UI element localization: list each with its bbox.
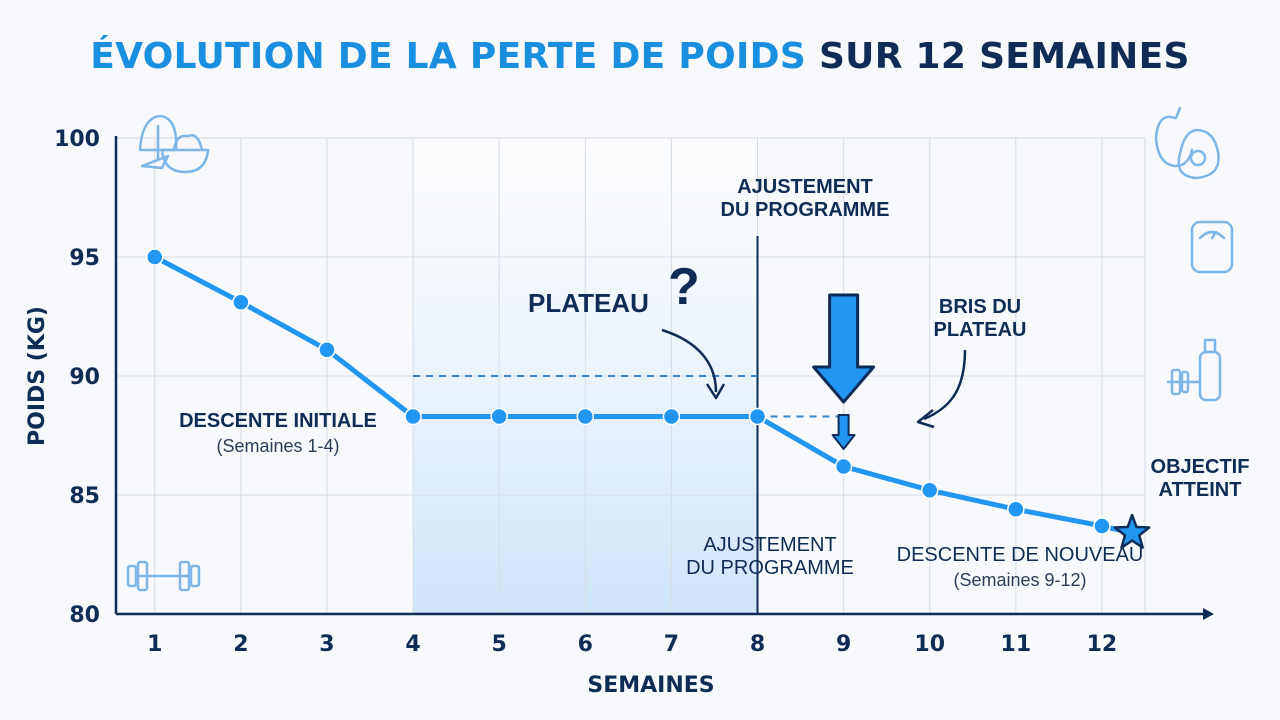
small-down-arrow — [831, 414, 856, 450]
dumbbell-icon — [126, 560, 201, 592]
descent-again-label: DESCENTE DE NOUVEAU — [896, 544, 1144, 566]
annotation-goal: OBJECTIF ATTEINT — [1130, 456, 1270, 502]
y-tick-label-85: 85 — [69, 484, 100, 509]
axes — [114, 136, 1214, 620]
y-axis-label: POIDS (KG) — [25, 306, 50, 446]
plateau-curved-arrow — [661, 328, 718, 393]
annotation-adjust-top: AJUSTEMENT DU PROGRAMME — [690, 176, 920, 222]
break-plateau-line1: BRIS DU — [938, 296, 1022, 318]
x-tick-label-10: 10 — [914, 632, 945, 657]
data-point-week-10 — [920, 481, 939, 499]
adjust-bottom-line1: AJUSTEMENT — [703, 534, 837, 556]
x-tick-label-3: 3 — [319, 632, 334, 657]
decorative-icons — [126, 106, 1234, 592]
goal-line1: OBJECTIF — [1150, 456, 1250, 478]
adjust-bottom-line2: DU PROGRAMME — [686, 557, 854, 579]
data-point-week-12 — [1093, 517, 1111, 535]
x-tick-label-4: 4 — [405, 632, 420, 657]
y-tick-label-95: 95 — [69, 246, 100, 271]
x-tick-label-9: 9 — [836, 632, 851, 657]
annotation-break-plateau: BRIS DU PLATEAU — [900, 296, 1060, 342]
data-point-week-9 — [834, 457, 853, 476]
x-tick-label-11: 11 — [1001, 632, 1032, 657]
scale-icon — [1190, 220, 1234, 274]
plateau-question-mark: ? — [668, 258, 700, 316]
x-tick-label-12: 12 — [1087, 632, 1118, 657]
break-plateau-line2: PLATEAU — [933, 319, 1027, 341]
data-point-week-1 — [145, 248, 164, 266]
data-point-week-7 — [662, 407, 681, 426]
x-tick-label-5: 5 — [492, 632, 507, 657]
dumbbell-bottle-icon — [1166, 338, 1222, 402]
break-arrowhead — [916, 409, 935, 429]
apple-avocado-icon — [1154, 106, 1220, 180]
x-axis-arrowhead — [1203, 608, 1214, 620]
x-tick-label-7: 7 — [664, 632, 679, 657]
chart-title: ÉVOLUTION DE LA PERTE DE POIDS SUR 12 SE… — [0, 36, 1280, 77]
annotation-descent-initial: DESCENTE INITIALE (Semaines 1-4) — [168, 410, 388, 457]
data-point-week-5 — [490, 407, 508, 426]
x-axis-label: SEMAINES — [587, 673, 714, 698]
data-point-week-6 — [576, 407, 595, 426]
data-point-week-11 — [1007, 500, 1025, 519]
break-curved-arrow — [923, 349, 967, 421]
x-tick-label-6: 6 — [578, 632, 593, 657]
descent-initial-label: DESCENTE INITIALE — [179, 410, 377, 432]
descent-initial-sub: (Semaines 1-4) — [216, 436, 340, 456]
y-tick-label-90: 90 — [69, 365, 100, 390]
title-part-1: ÉVOLUTION DE LA PERTE DE POIDS — [90, 36, 807, 77]
plateau-arrowhead — [705, 383, 726, 400]
goal-line2: ATTEINT — [1158, 479, 1242, 501]
y-tick-label-100: 100 — [54, 127, 100, 152]
x-tick-label-2: 2 — [233, 632, 248, 657]
goal-star-marker — [1113, 513, 1151, 549]
plateau-label: PLATEAU — [528, 288, 649, 318]
data-point-week-4 — [404, 407, 422, 426]
data-point-week-2 — [232, 293, 250, 311]
annotation-arrows — [661, 293, 967, 450]
adjust-top-line1: AJUSTEMENT — [737, 176, 873, 198]
annotation-adjust-bottom: AJUSTEMENT DU PROGRAMME — [670, 534, 870, 580]
descent-again-sub: (Semaines 9-12) — [953, 570, 1087, 590]
adjust-top-line2: DU PROGRAMME — [720, 199, 890, 221]
data-point-week-8 — [748, 407, 767, 426]
x-tick-label-1: 1 — [147, 632, 162, 657]
salad-icon — [138, 114, 210, 174]
big-down-arrow — [812, 293, 876, 404]
data-point-week-3 — [318, 341, 336, 359]
x-tick-label-8: 8 — [750, 632, 765, 657]
y-tick-label-80: 80 — [69, 603, 100, 628]
title-part-2: SUR 12 SEMAINES — [818, 36, 1190, 77]
annotation-descent-again: DESCENTE DE NOUVEAU (Semaines 9-12) — [870, 544, 1170, 591]
tick-labels: 1 2 3 4 5 6 7 8 9 10 11 1280859095100SEMAINESPOIDS … — [25, 127, 1117, 698]
series — [145, 248, 1151, 549]
